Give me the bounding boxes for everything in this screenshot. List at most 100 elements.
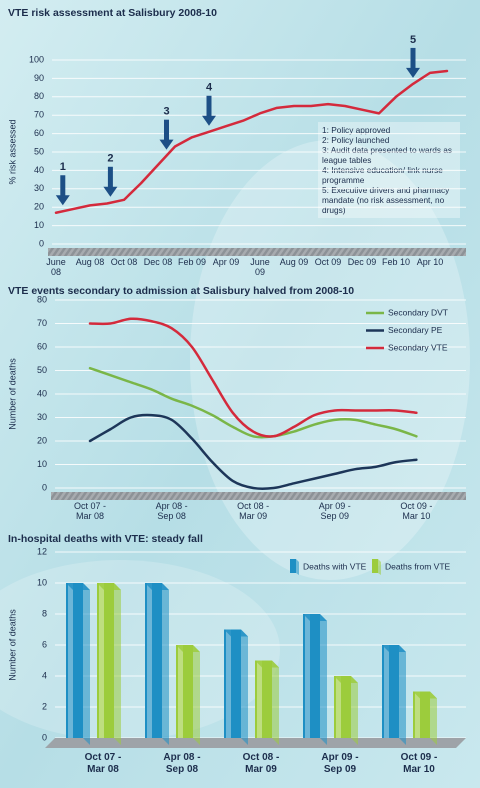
y-tick-label: 20: [37, 435, 47, 445]
legend-swatch-side: [296, 559, 299, 575]
x-tick-label-box: Oct 09 - Mar 10: [400, 752, 438, 775]
x-tick-label: Apr 09 - Sep 09: [318, 501, 351, 521]
bar: [97, 583, 121, 745]
bar-face: [224, 629, 241, 738]
x-tick-label-box: Apr 10: [416, 257, 444, 267]
bar-side: [241, 629, 248, 745]
annotation-arrow-head: [406, 67, 420, 78]
bar: [255, 660, 279, 745]
y-tick-label: 6: [42, 639, 47, 649]
bar-top: [334, 676, 358, 683]
legend-label: Deaths from VTE: [385, 561, 451, 571]
x-tick-label: Aug 08: [75, 257, 105, 267]
x-tick-label-box: Apr 09 - Sep 09: [321, 752, 358, 775]
x-tick-label-box: Oct 09 - Mar 10: [400, 501, 433, 521]
x-tick-label: Oct 07 - Mar 08: [73, 501, 106, 521]
y-tick-label: 40: [37, 388, 47, 398]
y-tick-label: 0: [39, 238, 44, 248]
bar-face: [413, 691, 430, 738]
y-tick-label: 70: [37, 318, 47, 328]
y-tick-label: 30: [37, 412, 47, 422]
legend-label: Secondary PE: [388, 325, 443, 335]
x-tick-label: Feb 10: [381, 257, 411, 267]
bar-shine: [415, 691, 420, 738]
floor: [45, 738, 466, 748]
bar-shine: [178, 645, 183, 738]
y-tick-label: 90: [34, 73, 44, 83]
legend-label: Deaths with VTE: [303, 561, 367, 571]
bar: [303, 614, 327, 745]
y-tick-label: 40: [34, 165, 44, 175]
x-tick-label: Dec 08: [143, 257, 173, 267]
bar: [224, 629, 248, 745]
annotation-arrow-head: [103, 186, 118, 197]
legend-label: Secondary VTE: [388, 342, 448, 352]
annotation-number: 4: [206, 82, 213, 94]
y-tick-label: 10: [34, 220, 44, 230]
bar-face: [303, 614, 320, 738]
y-axis-title: Number of deaths: [7, 609, 17, 681]
bar-side: [193, 645, 200, 745]
bar-side: [272, 660, 279, 745]
bar-side: [83, 583, 90, 745]
bar-top: [382, 645, 406, 652]
bar-top: [255, 660, 279, 668]
legend-swatch: [290, 559, 296, 573]
data-line: [54, 69, 449, 214]
data-line: [88, 317, 418, 438]
x-tick-label: Oct 09 - Mar 10: [400, 752, 438, 775]
y-tick-label: 70: [34, 110, 44, 120]
bar-top: [176, 645, 200, 652]
x-tick-label-box: Dec 09: [347, 257, 377, 267]
x-tick-label: Apr 09: [212, 257, 240, 267]
x-tick-label: Oct 08 - Mar 09: [242, 752, 280, 775]
bar-shine: [99, 583, 104, 738]
y-tick-label: 30: [34, 183, 44, 193]
note: 4: Intensive education/ link nurse progr…: [322, 165, 443, 185]
x-tick-label: Feb 09: [177, 257, 207, 267]
data-line: [88, 366, 418, 439]
y-tick-label: 8: [42, 608, 47, 618]
bar-shine: [305, 614, 310, 738]
x-tick-label-box: Apr 08 - Sep 08: [156, 501, 188, 521]
annotation-number: 3: [163, 106, 169, 118]
bar-shine: [147, 583, 152, 738]
bar-side: [351, 676, 358, 745]
bar-top: [66, 583, 90, 590]
bar-shine: [336, 676, 341, 738]
note: 1: Policy approved: [322, 125, 391, 135]
bar: [145, 583, 169, 745]
x-tick-label-box: Apr 09 - Sep 09: [318, 501, 351, 521]
x-tick-label: Oct 08 - Mar 09: [237, 501, 270, 521]
bar-face: [255, 660, 272, 738]
bar: [66, 583, 90, 745]
bar: [334, 676, 358, 745]
y-tick-label: 10: [37, 459, 47, 469]
y-tick-label: 4: [42, 670, 47, 680]
x-tick-label: Apr 10: [416, 257, 444, 267]
x-tick-label-box: Aug 08: [75, 257, 105, 267]
x-tick-label-box: Feb 10: [381, 257, 411, 267]
bar-top: [224, 629, 248, 637]
note: 5: Executive drivers and pharmacy mandat…: [322, 185, 450, 215]
x-tick-label: Oct 09 - Mar 10: [400, 501, 433, 521]
x-tick-label: Dec 09: [347, 257, 377, 267]
x-tick-label: Apr 08 - Sep 08: [163, 752, 201, 775]
bar: [176, 645, 200, 745]
bar-face: [176, 645, 193, 738]
x-tick-label-box: Oct 09: [315, 257, 342, 267]
bar-side: [162, 583, 169, 745]
y-tick-label: 50: [34, 146, 44, 156]
y-tick-label: 60: [34, 128, 44, 138]
data-line: [88, 413, 418, 490]
bar-face: [334, 676, 351, 738]
bar-face: [97, 583, 114, 738]
annotation-number: 1: [60, 161, 66, 173]
y-tick-label: 2: [42, 701, 47, 711]
x-tick-label: Oct 08: [110, 257, 138, 267]
bar-top: [145, 583, 169, 590]
x-tick-label-box: Apr 09: [212, 257, 240, 267]
y-axis-title: % risk assessed: [7, 119, 17, 184]
bar: [382, 645, 406, 745]
